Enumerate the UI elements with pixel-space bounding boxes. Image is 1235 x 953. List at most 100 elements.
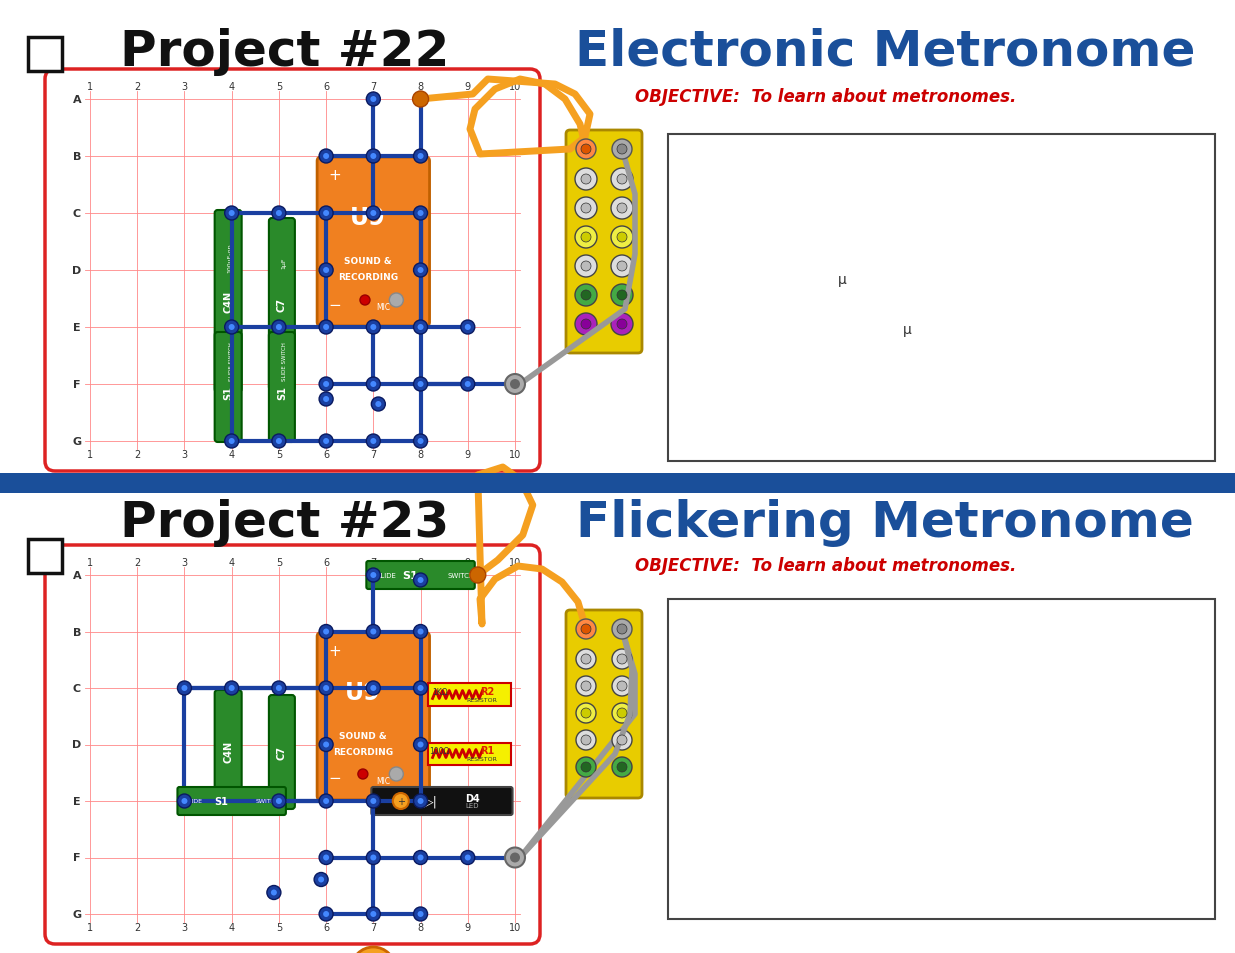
Circle shape	[324, 685, 329, 691]
Circle shape	[275, 799, 282, 804]
Circle shape	[618, 655, 627, 664]
Text: LED: LED	[466, 802, 479, 808]
Circle shape	[324, 153, 329, 160]
Text: 3: 3	[182, 450, 188, 459]
Circle shape	[393, 793, 409, 809]
Circle shape	[576, 619, 597, 639]
Circle shape	[417, 629, 424, 635]
Circle shape	[319, 264, 333, 277]
Text: 8: 8	[417, 450, 424, 459]
Circle shape	[417, 741, 424, 748]
Circle shape	[417, 799, 424, 804]
Circle shape	[613, 619, 632, 639]
Text: SLIDE SWITCH: SLIDE SWITCH	[228, 342, 233, 381]
Circle shape	[367, 92, 380, 107]
Circle shape	[367, 568, 380, 582]
Text: S1: S1	[215, 796, 228, 806]
Bar	[427, 683, 510, 706]
Circle shape	[370, 685, 377, 691]
Text: Project #22: Project #22	[120, 28, 450, 76]
Circle shape	[372, 397, 385, 412]
Circle shape	[324, 381, 329, 388]
Text: 1: 1	[86, 450, 93, 459]
Circle shape	[580, 319, 592, 330]
Circle shape	[611, 198, 634, 220]
Circle shape	[370, 799, 377, 804]
Text: C: C	[73, 683, 82, 693]
Circle shape	[367, 907, 380, 921]
Circle shape	[580, 291, 592, 301]
Circle shape	[417, 911, 424, 917]
Text: U9: U9	[345, 680, 380, 704]
Text: Project #23: Project #23	[120, 498, 450, 546]
Circle shape	[505, 375, 525, 395]
FancyBboxPatch shape	[215, 211, 242, 393]
Circle shape	[613, 140, 632, 160]
Text: 7: 7	[370, 450, 377, 459]
Text: 3: 3	[182, 82, 188, 91]
Circle shape	[319, 435, 333, 449]
Text: SLIDE SWITCH: SLIDE SWITCH	[283, 342, 288, 381]
Circle shape	[367, 320, 380, 335]
Text: 5: 5	[275, 82, 282, 91]
Circle shape	[370, 211, 377, 216]
FancyBboxPatch shape	[269, 219, 295, 391]
Circle shape	[611, 227, 634, 249]
Text: C7: C7	[277, 297, 287, 312]
Circle shape	[414, 377, 427, 392]
Circle shape	[225, 320, 238, 335]
Circle shape	[267, 885, 280, 900]
Circle shape	[370, 573, 377, 578]
Circle shape	[417, 855, 424, 861]
Text: U9: U9	[351, 206, 385, 230]
Text: A: A	[73, 95, 82, 105]
Circle shape	[414, 150, 427, 164]
Text: 6: 6	[324, 82, 330, 91]
Bar	[668, 135, 1215, 461]
Text: F: F	[73, 853, 80, 862]
FancyBboxPatch shape	[269, 696, 295, 809]
Circle shape	[464, 381, 471, 388]
Circle shape	[324, 325, 329, 331]
Circle shape	[225, 435, 238, 449]
Circle shape	[417, 578, 424, 583]
FancyBboxPatch shape	[269, 333, 295, 442]
Text: 10: 10	[509, 450, 521, 459]
Text: S1: S1	[403, 571, 419, 580]
Circle shape	[275, 438, 282, 444]
Circle shape	[618, 319, 627, 330]
Circle shape	[417, 685, 424, 691]
Circle shape	[618, 708, 627, 719]
Circle shape	[611, 314, 634, 335]
Circle shape	[618, 204, 627, 213]
Text: 1: 1	[86, 82, 93, 91]
Text: SWITCH: SWITCH	[256, 799, 280, 803]
Text: B: B	[73, 152, 82, 162]
Circle shape	[505, 847, 525, 867]
Text: 9: 9	[464, 450, 471, 459]
Circle shape	[367, 435, 380, 449]
Circle shape	[319, 738, 333, 752]
Circle shape	[580, 145, 592, 154]
Circle shape	[464, 325, 471, 331]
Text: 9: 9	[464, 923, 471, 932]
Text: 10: 10	[509, 82, 521, 91]
Text: S1: S1	[224, 386, 233, 399]
FancyBboxPatch shape	[215, 690, 242, 812]
Circle shape	[464, 855, 471, 861]
FancyBboxPatch shape	[178, 787, 285, 815]
Circle shape	[370, 438, 377, 444]
Text: SWITCH: SWITCH	[448, 573, 475, 578]
Text: SOUND &: SOUND &	[345, 257, 391, 266]
Circle shape	[510, 853, 520, 862]
Circle shape	[358, 769, 368, 780]
Circle shape	[580, 262, 592, 272]
Circle shape	[275, 211, 282, 216]
Circle shape	[576, 649, 597, 669]
Text: 5: 5	[275, 450, 282, 459]
Text: 9: 9	[464, 558, 471, 567]
Text: OBJECTIVE:  To learn about metronomes.: OBJECTIVE: To learn about metronomes.	[635, 88, 1016, 106]
Circle shape	[270, 889, 277, 896]
Text: RECORDING: RECORDING	[338, 274, 398, 282]
Text: 2: 2	[135, 558, 141, 567]
